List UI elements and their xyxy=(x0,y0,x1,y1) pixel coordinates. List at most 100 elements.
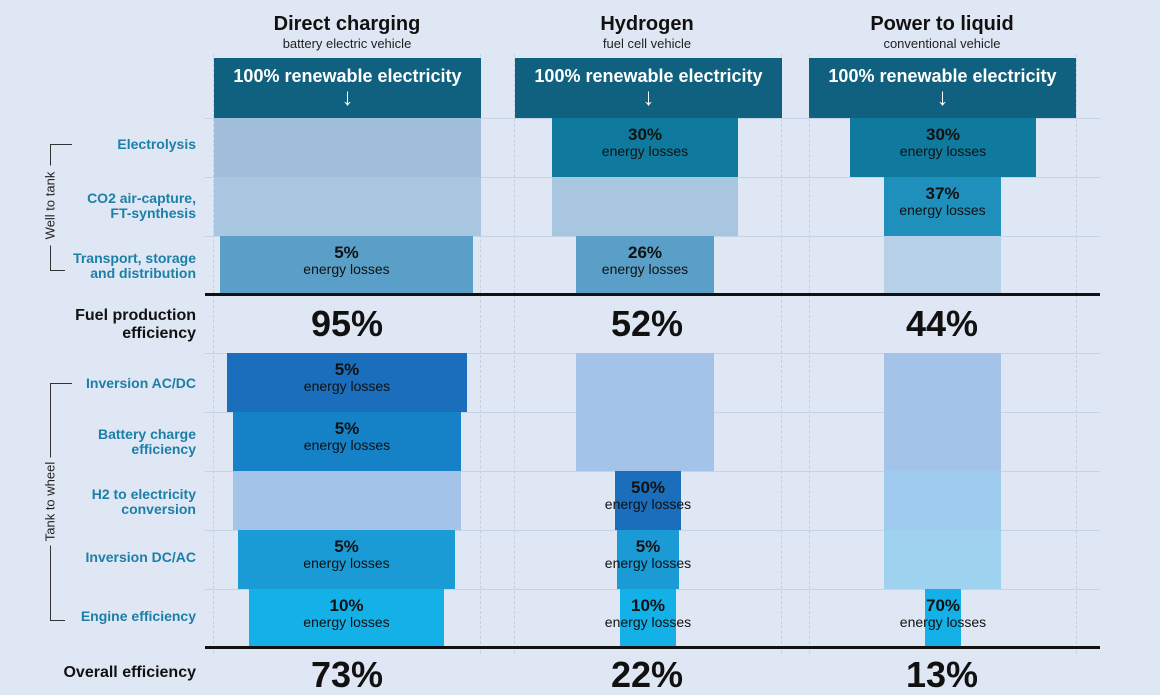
row-label-co2: CO2 air-capture, FT-synthesis xyxy=(16,191,196,221)
h2-inversion-acdc-block xyxy=(576,353,714,412)
column-title: Power to liquid xyxy=(870,13,1014,35)
row-label-line: efficiency xyxy=(131,441,196,457)
column-guide xyxy=(781,54,782,654)
column-guide xyxy=(809,54,810,654)
renewable-source-ptl: 100% renewable electricity ↓ xyxy=(809,58,1076,118)
bev-electrolysis-block xyxy=(214,118,481,177)
row-label-line: conversion xyxy=(121,501,196,517)
renewable-source-label: 100% renewable electricity xyxy=(233,66,462,86)
loss-label: energy losses xyxy=(899,614,987,630)
renewable-source-hydrogen: 100% renewable electricity ↓ xyxy=(515,58,782,118)
column-header-hydrogen: Hydrogen fuel cell vehicle xyxy=(497,12,797,51)
bev-inversion-dcac-block: 5% energy losses xyxy=(238,530,455,589)
column-guide xyxy=(480,54,481,654)
overall-label: Overall efficiency xyxy=(63,664,196,681)
down-arrow-icon: ↓ xyxy=(341,84,354,111)
h2-electrolysis-block: 30% energy losses xyxy=(552,118,738,177)
overall-separator xyxy=(205,646,1100,649)
column-title: Direct charging xyxy=(273,13,421,35)
loss-label: energy losses xyxy=(303,437,391,453)
bev-h2-conversion-block xyxy=(233,471,461,530)
ptl-transport-block xyxy=(884,236,1001,294)
loss-label: energy losses xyxy=(604,555,692,571)
bracket-tick xyxy=(50,144,72,145)
column-header-bev: Direct charging battery electric vehicle xyxy=(197,12,497,51)
column-title: Hydrogen xyxy=(600,13,694,35)
loss-percent: 5% xyxy=(334,419,360,438)
loss-label: energy losses xyxy=(303,614,390,630)
bev-engine-block: 10% energy losses xyxy=(249,589,444,647)
ptl-electrolysis-block: 30% energy losses xyxy=(850,118,1036,177)
loss-percent: 10% xyxy=(630,596,666,615)
loss-percent: 5% xyxy=(635,537,661,556)
overall-bev: 73% xyxy=(310,654,384,695)
fuel-production-bev: 95% xyxy=(310,303,384,344)
loss-percent: 5% xyxy=(334,537,359,556)
loss-percent: 30% xyxy=(925,125,961,144)
column-subtitle: fuel cell vehicle xyxy=(602,36,692,51)
loss-label: energy losses xyxy=(601,143,689,159)
column-subtitle: conventional vehicle xyxy=(883,36,1001,51)
ptl-inversion-dcac-block xyxy=(884,530,1001,589)
column-guide xyxy=(514,54,515,654)
loss-label: energy losses xyxy=(303,261,390,277)
fuel-production-label: Fuel production efficiency xyxy=(75,307,196,343)
well-to-tank-label: Well to tank xyxy=(42,165,58,246)
overall-hydrogen: 22% xyxy=(610,654,684,695)
bracket-tick xyxy=(50,383,72,384)
loss-percent: 70% xyxy=(925,596,961,615)
row-label-line: CO2 air-capture, xyxy=(87,190,196,206)
loss-percent: 37% xyxy=(925,184,960,203)
fuel-production-label-line1: Fuel production xyxy=(75,307,196,324)
loss-label: energy losses xyxy=(303,555,390,571)
fuel-production-separator xyxy=(205,293,1100,296)
h2-battery-block xyxy=(576,412,714,471)
loss-percent: 5% xyxy=(334,360,360,379)
loss-label: energy losses xyxy=(601,261,689,277)
row-label-inversion-acdc: Inversion AC/DC xyxy=(86,375,196,391)
h2-inversion-dcac-block: 5% energy losses xyxy=(605,530,691,589)
ptl-h2-conversion-block xyxy=(884,471,1001,530)
ptl-battery-block xyxy=(884,412,1001,471)
column-guide xyxy=(213,54,214,654)
tank-to-wheel-label: Tank to wheel xyxy=(42,457,58,546)
column-subtitle: battery electric vehicle xyxy=(282,36,412,51)
ptl-engine-block: 70% energy losses xyxy=(900,589,986,647)
row-label-line: and distribution xyxy=(90,265,196,281)
bev-co2-block xyxy=(214,177,481,236)
h2-h2-conversion-block: 50% energy losses xyxy=(605,471,691,530)
loss-label: energy losses xyxy=(303,378,391,394)
row-label-line: Transport, storage xyxy=(73,250,196,266)
loss-percent: 50% xyxy=(630,478,666,497)
ptl-inversion-acdc-block xyxy=(884,353,1001,412)
bev-transport-block: 5% energy losses xyxy=(220,236,473,294)
loss-label: energy losses xyxy=(899,202,986,218)
row-label-inversion-dcac: Inversion DC/AC xyxy=(85,549,196,565)
row-label-line: FT-synthesis xyxy=(110,205,196,221)
fuel-production-label-line2: efficiency xyxy=(122,325,196,342)
renewable-source-bev: 100% renewable electricity ↓ xyxy=(214,58,481,118)
overall-ptl: 13% xyxy=(905,654,979,695)
row-label-transport: Transport, storage and distribution xyxy=(16,251,196,281)
bracket-tick xyxy=(50,270,65,271)
fuel-production-ptl: 44% xyxy=(905,303,979,344)
h2-engine-block: 10% energy losses xyxy=(605,589,691,647)
column-guide xyxy=(1076,54,1077,654)
bracket-tick xyxy=(50,620,65,621)
row-label-line: H2 to electricity xyxy=(91,486,196,502)
fuel-production-hydrogen: 52% xyxy=(610,303,684,344)
down-arrow-icon: ↓ xyxy=(936,84,949,111)
bev-inversion-acdc-block: 5% energy losses xyxy=(227,353,467,412)
loss-percent: 10% xyxy=(329,596,364,615)
ptl-co2-block: 37% energy losses xyxy=(884,177,1001,236)
row-label-battery: Battery charge efficiency xyxy=(16,427,196,457)
row-label-h2-conversion: H2 to electricity conversion xyxy=(16,487,196,517)
loss-label: energy losses xyxy=(604,614,692,630)
row-label-line: Battery charge xyxy=(97,426,196,442)
row-label-electrolysis: Electrolysis xyxy=(117,136,196,152)
bev-battery-block: 5% energy losses xyxy=(233,412,461,471)
h2-transport-block: 26% energy losses xyxy=(576,236,714,294)
loss-percent: 5% xyxy=(334,243,359,262)
renewable-source-label: 100% renewable electricity xyxy=(828,66,1057,86)
loss-label: energy losses xyxy=(899,143,987,159)
